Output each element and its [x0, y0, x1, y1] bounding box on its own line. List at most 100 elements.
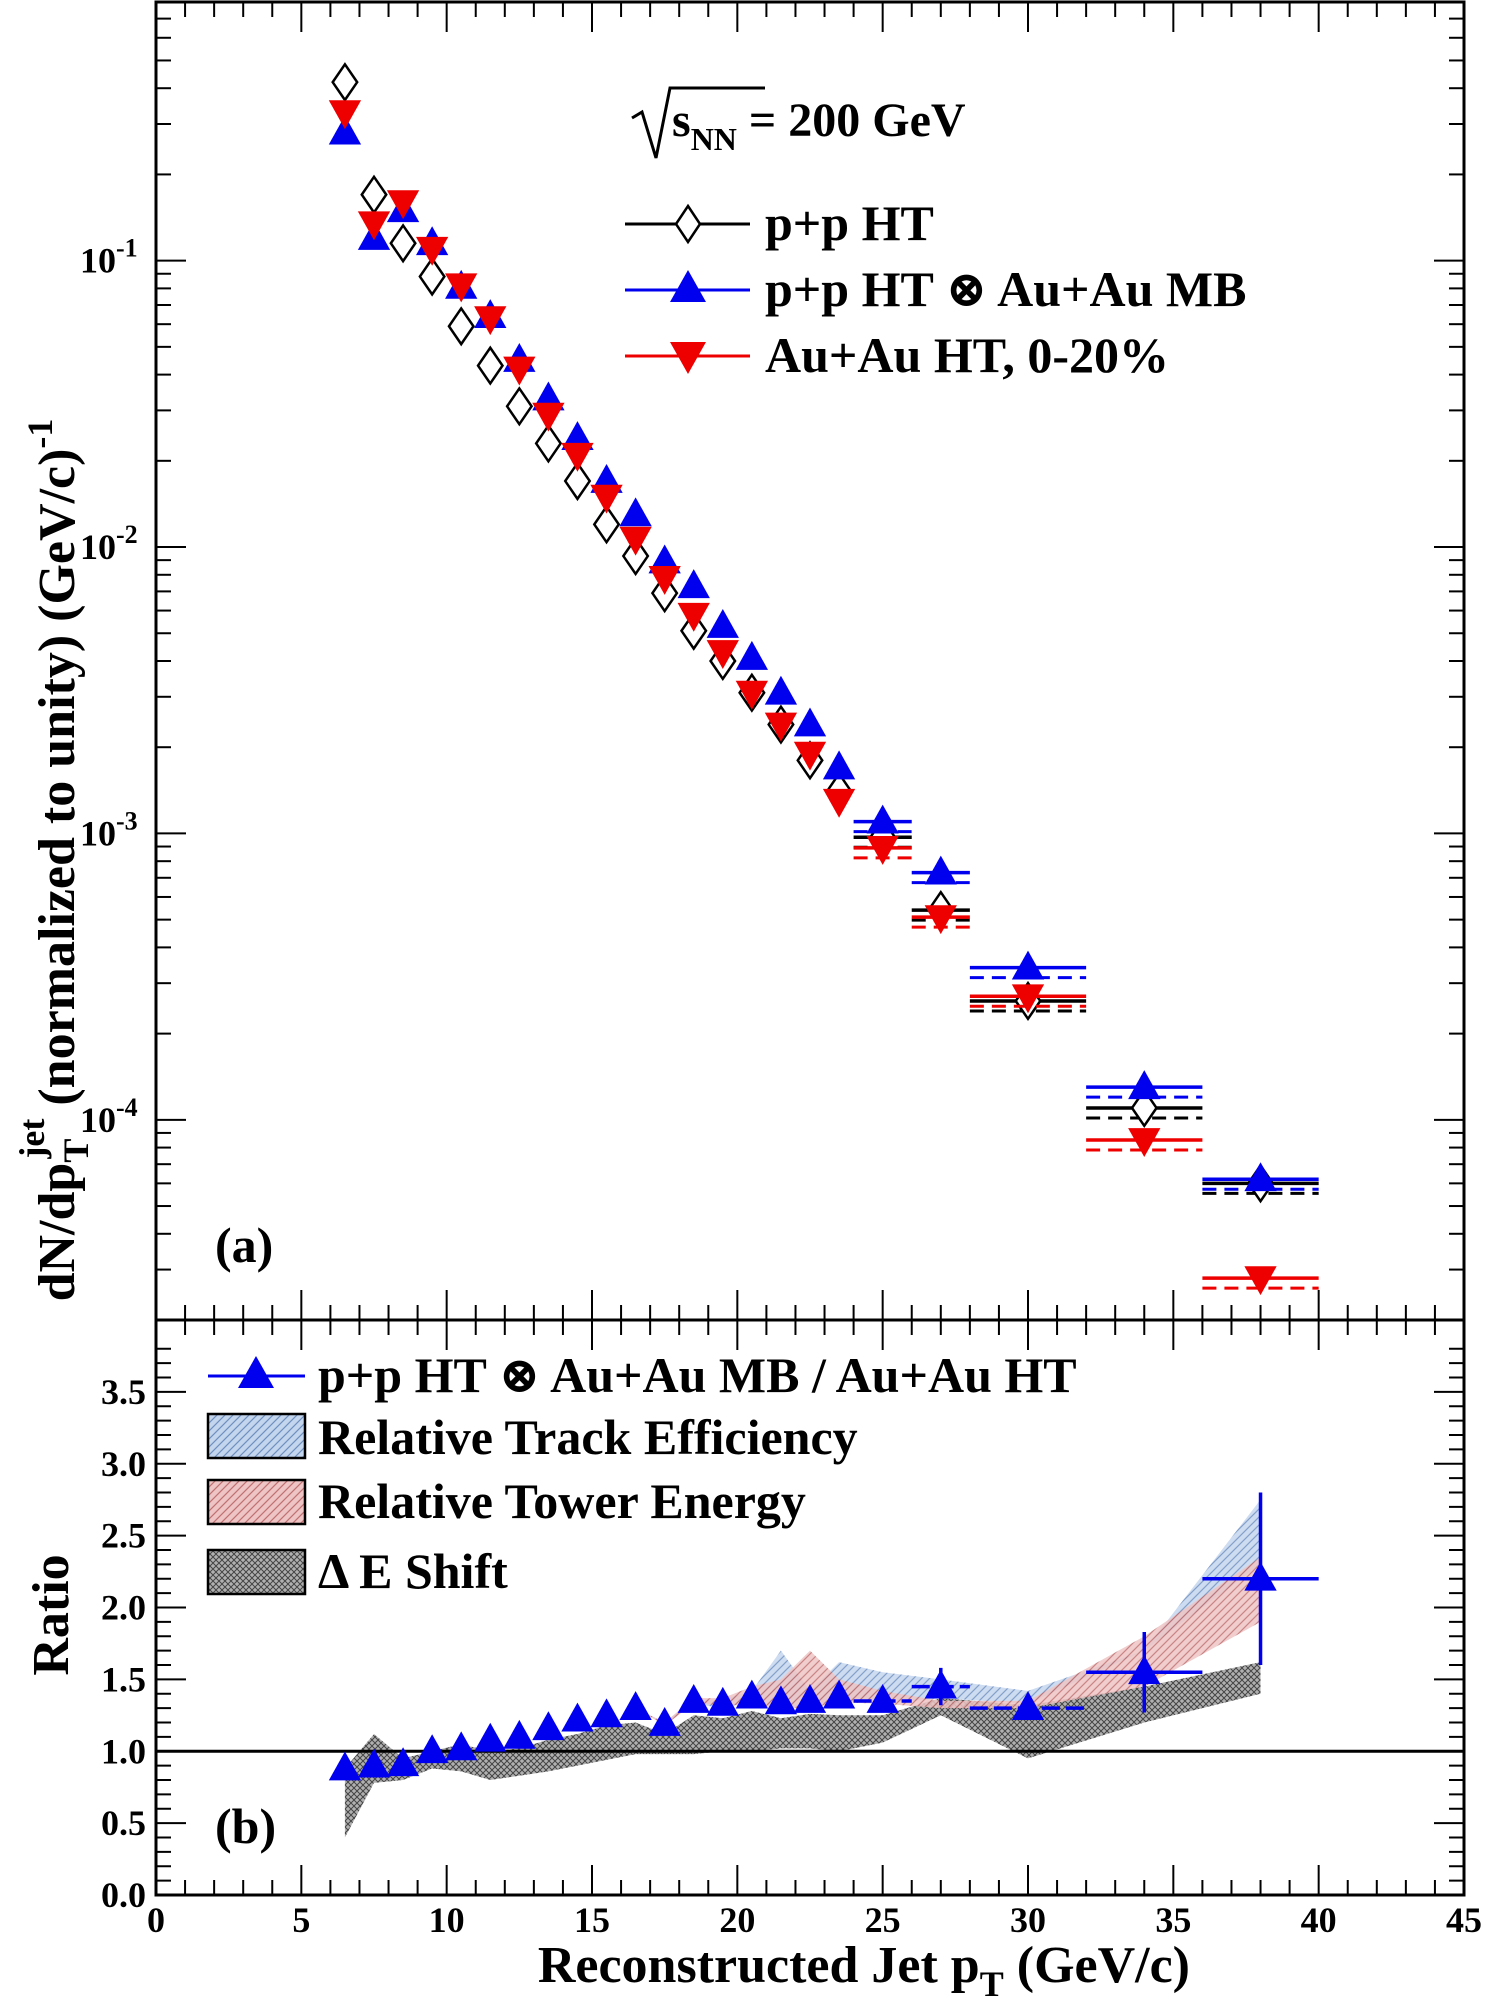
y-tick-label: 10-1	[80, 234, 138, 281]
panel-b-legend: p+p HT ⊗ Au+Au MB / Au+Au HT Relative Tr…	[206, 1347, 1077, 1599]
data-point	[505, 386, 534, 427]
data-point	[764, 1685, 798, 1715]
data-point	[793, 707, 827, 737]
data-point	[1244, 1162, 1277, 1192]
panel-b-ytick-labels: 0.0 0.5 1.0 1.5 2.0 2.5 3.0 3.5	[101, 1372, 146, 1915]
data-point	[706, 608, 739, 638]
y-tick-label: 1.5	[101, 1659, 146, 1699]
data-point	[1128, 1128, 1161, 1158]
data-point	[561, 1702, 594, 1732]
data-point	[1130, 1087, 1159, 1129]
data-point	[389, 223, 417, 264]
y-tick-label: 10-4	[80, 1093, 138, 1140]
data-point	[360, 174, 388, 215]
panel-a-ylabel: dN/dpTjet (normalized to unity) (GeV/c)-…	[12, 419, 96, 1302]
x-tick-label: 10	[429, 1900, 465, 1940]
panel-b-ticks	[155, 1320, 1465, 1896]
data-point	[735, 640, 769, 670]
data-point	[503, 1719, 536, 1749]
data-point	[445, 273, 478, 303]
swatch-red	[206, 1478, 307, 1526]
data-point	[764, 712, 798, 742]
data-point	[924, 905, 957, 935]
panel-b-ylabel: Ratio	[23, 1554, 80, 1675]
x-tick-label: 0	[147, 1900, 165, 1940]
data-point	[735, 1679, 769, 1709]
y-tick-label: 2.5	[101, 1516, 146, 1556]
data-point	[677, 569, 710, 599]
data-point	[648, 1706, 681, 1736]
data-point	[590, 1698, 623, 1728]
svg-text:Relative Track Efficiency: Relative Track Efficiency	[318, 1409, 858, 1465]
data-point	[561, 442, 594, 472]
data-point	[706, 1686, 739, 1716]
y-tick-label: 1.0	[101, 1731, 146, 1771]
data-point	[1244, 1266, 1277, 1296]
data-point	[924, 1669, 957, 1699]
svg-text:p+p HT ⊗ Au+Au MB / Au+Au HT: p+p HT ⊗ Au+Au MB / Au+Au HT	[318, 1347, 1077, 1403]
panel-a-ytick-labels: 10-1 10-2 10-3 10-4	[80, 234, 138, 1140]
x-tick-label: 40	[1301, 1900, 1337, 1940]
y-tick-label: 0.5	[101, 1803, 146, 1843]
y-tick-label: 0.0	[101, 1875, 146, 1915]
legend-entry-tower-energy: Relative Tower Energy	[206, 1473, 806, 1529]
x-tick-label: 20	[719, 1900, 755, 1940]
x-tick-label: 15	[574, 1900, 610, 1940]
energy-label: sNN = 200 GeV	[631, 86, 966, 159]
y-tick-label: 3.5	[101, 1372, 146, 1412]
data-point	[328, 1751, 362, 1781]
panel-a: 10-1 10-2 10-3 10-4 (a) sNN = 200 GeV p+p H…	[12, 0, 1466, 1322]
data-point	[793, 1683, 827, 1713]
data-point	[822, 1679, 856, 1709]
data-point	[866, 836, 899, 865]
data-point	[1011, 984, 1045, 1014]
data-point	[619, 497, 652, 527]
panel-b: 0.0 0.5 1.0 1.5 2.0 2.5 3.0 3.5 0 5 10 15 20 25 30 35 4…	[23, 1318, 1482, 2004]
data-point	[1128, 1655, 1161, 1685]
panel-b-label: (b)	[215, 1798, 276, 1854]
data-point	[331, 62, 359, 103]
data-point	[648, 566, 681, 595]
data-point	[415, 236, 449, 266]
data-point	[793, 741, 827, 771]
data-point	[706, 640, 739, 670]
data-point	[677, 1683, 710, 1713]
data-point	[866, 1683, 899, 1713]
data-point	[503, 356, 536, 386]
y-tick-label: 10-3	[80, 806, 138, 853]
data-point	[357, 211, 391, 241]
energy-suffix: = 200 GeV	[737, 94, 966, 147]
x-axis-title: Reconstructed Jet pT (GeV/c)	[538, 1937, 1190, 2004]
data-point	[474, 1722, 507, 1752]
energy-subscript: NN	[691, 121, 737, 157]
svg-text:sNN = 200 GeV: sNN = 200 GeV	[672, 94, 966, 157]
energy-prefix: s	[672, 94, 691, 147]
y-tick-label: 2.0	[101, 1588, 146, 1628]
data-point	[619, 526, 652, 556]
data-point	[561, 421, 594, 451]
data-point	[1011, 950, 1045, 980]
series-1	[328, 115, 1319, 1192]
svg-text:Δ E Shift: Δ E Shift	[318, 1543, 508, 1599]
data-point	[532, 1711, 565, 1741]
data-point	[328, 115, 362, 145]
data-point	[386, 1747, 420, 1777]
panel-a-ticks	[155, 1, 1465, 1321]
data-point	[534, 423, 563, 464]
legend-entry-pp-ht: p+p HT	[625, 195, 934, 251]
data-point	[590, 484, 623, 514]
ratio-series-0	[328, 1492, 1319, 1781]
data-point	[621, 535, 650, 577]
panel-a-label: (a)	[215, 1217, 273, 1273]
data-point	[764, 675, 798, 705]
data-point	[1128, 1070, 1161, 1100]
data-point	[924, 855, 957, 885]
data-point	[822, 750, 856, 780]
data-point	[619, 1691, 652, 1721]
data-point	[386, 190, 420, 220]
data-point	[1011, 1691, 1045, 1721]
svg-text:Au+Au HT, 0-20%: Au+Au HT, 0-20%	[765, 327, 1169, 383]
legend-entry-ratio: p+p HT ⊗ Au+Au MB / Au+Au HT	[208, 1347, 1077, 1403]
y-tick-label: 10-2	[80, 520, 138, 567]
